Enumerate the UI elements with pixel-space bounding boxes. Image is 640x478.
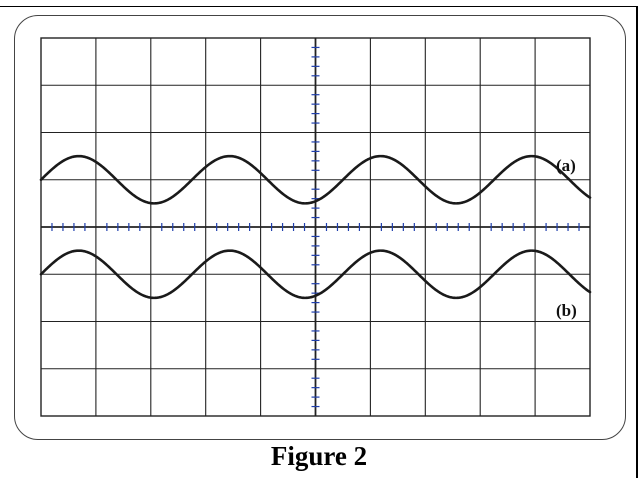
waveform-trace-a xyxy=(39,154,592,205)
oscilloscope-display: (a) (b) xyxy=(39,37,592,417)
axis-tick-marks xyxy=(51,46,580,408)
waveform-trace-b xyxy=(39,249,592,300)
figure-caption: Figure 2 xyxy=(270,441,368,471)
trace-label-b: (b) xyxy=(556,301,577,320)
graticule-grid xyxy=(40,37,591,417)
frame-top-border xyxy=(0,6,638,7)
trace-label-a: (a) xyxy=(556,156,576,175)
frame-right-border xyxy=(636,6,638,478)
